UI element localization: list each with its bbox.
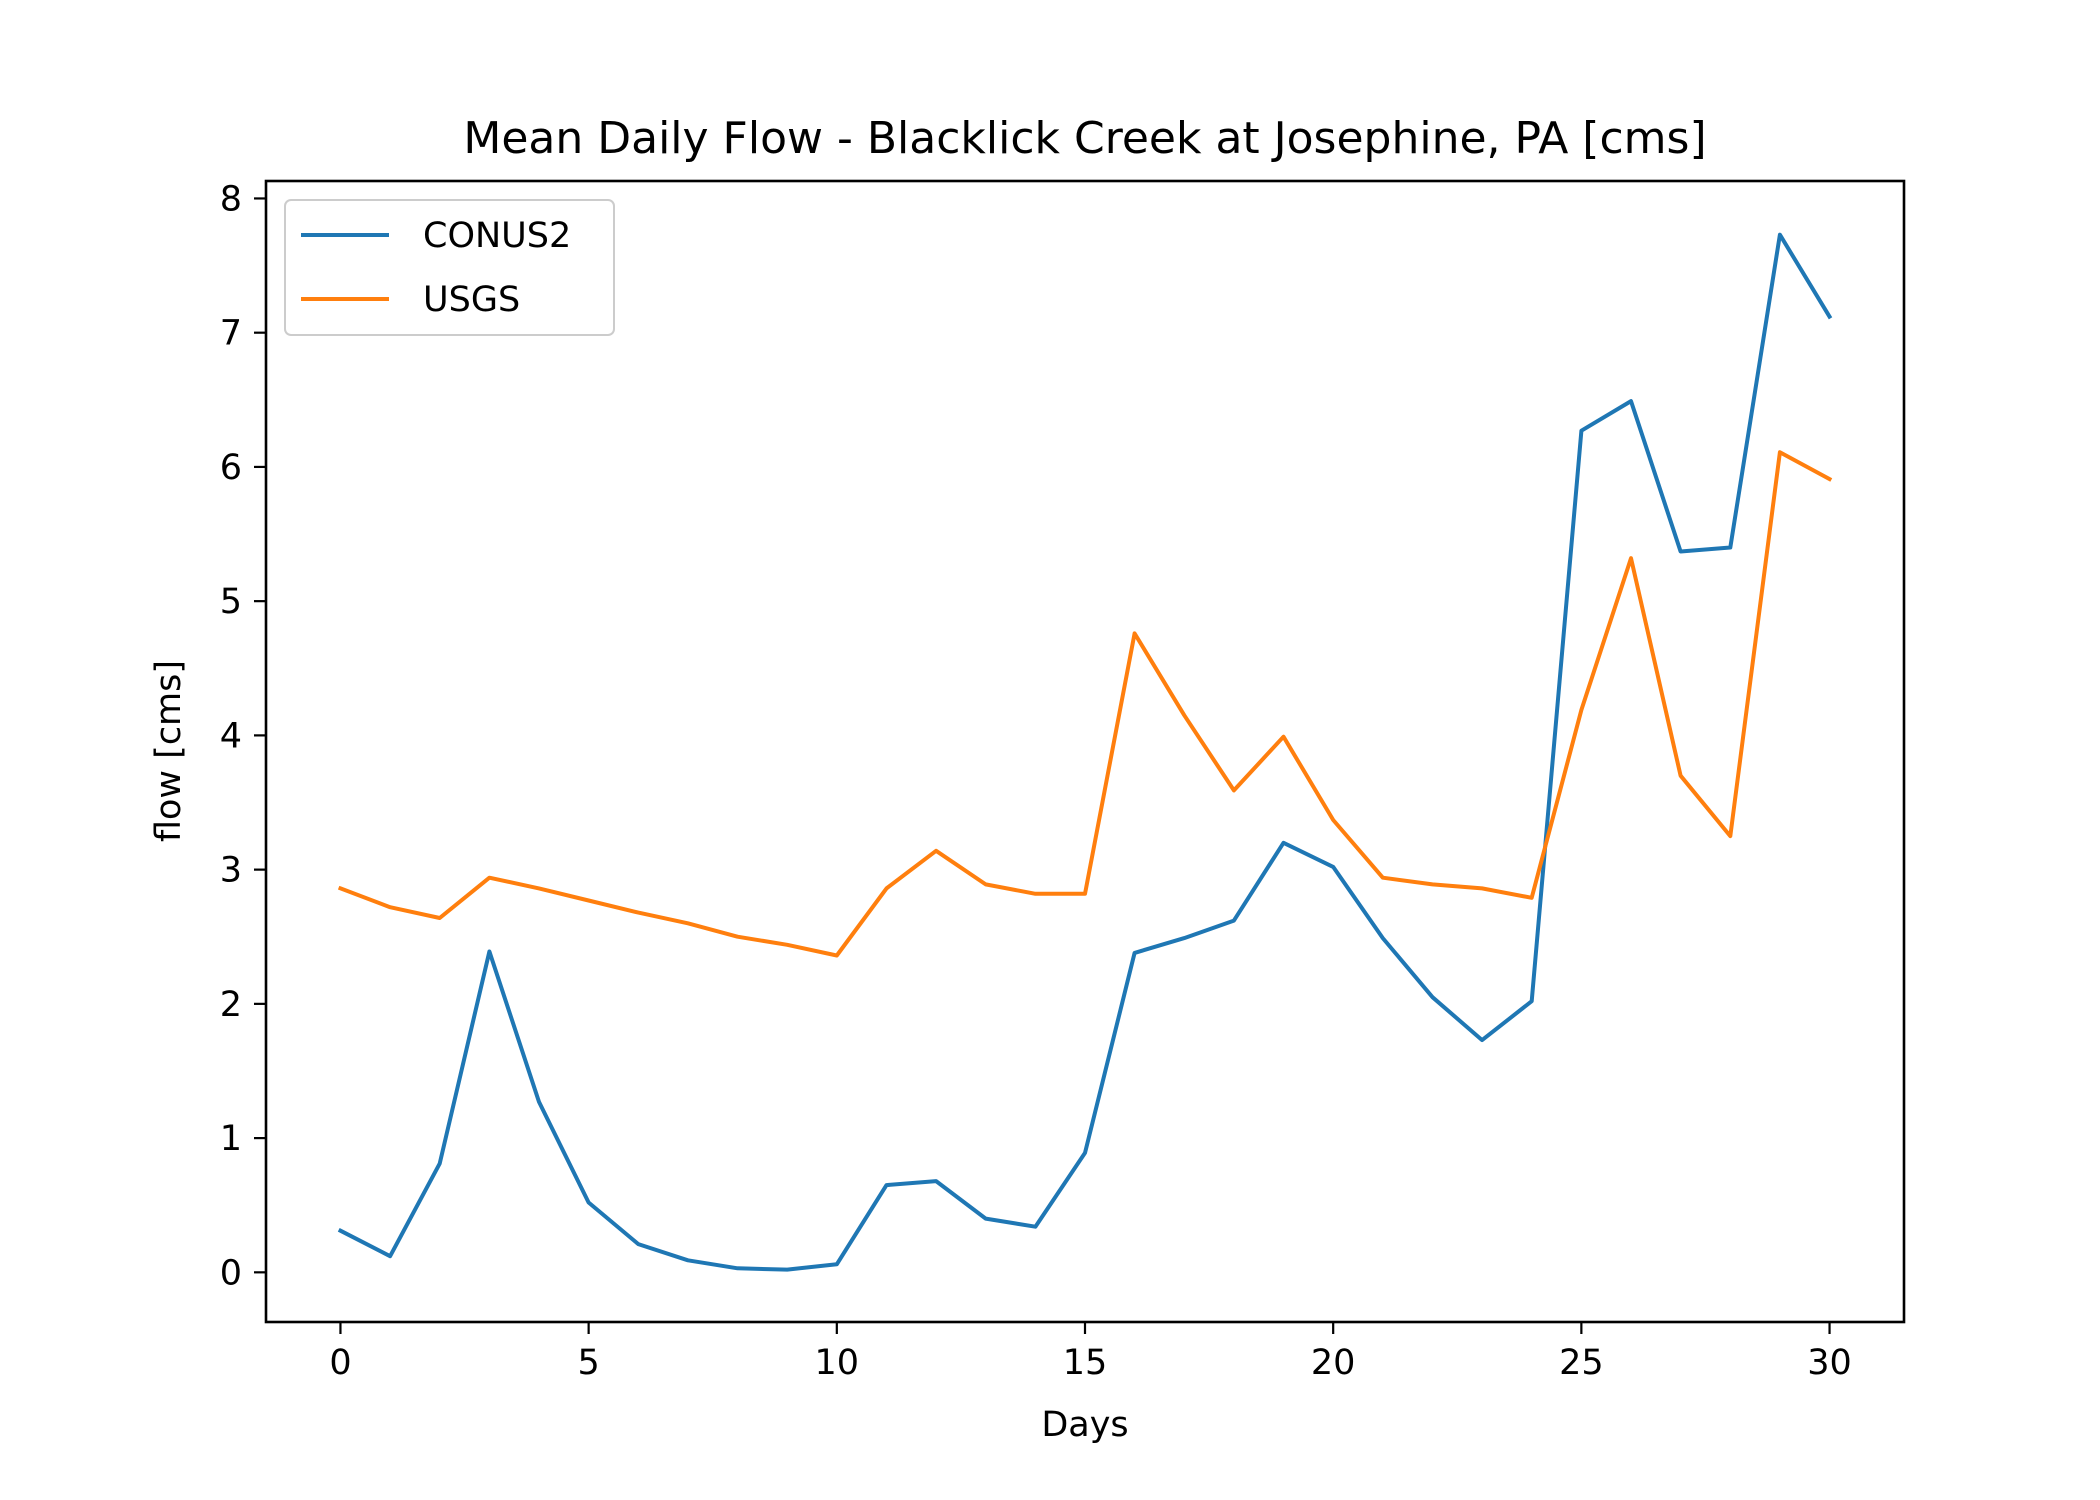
x-tick-label: 20 xyxy=(1311,1343,1356,1383)
x-tick-label: 15 xyxy=(1063,1343,1108,1383)
x-tick-label: 25 xyxy=(1559,1343,1604,1383)
x-tick-label: 5 xyxy=(577,1343,599,1383)
y-tick-label: 5 xyxy=(220,582,242,622)
y-tick-label: 7 xyxy=(220,314,242,354)
y-tick-label: 6 xyxy=(220,448,242,488)
x-tick-label: 10 xyxy=(815,1343,860,1383)
y-tick-label: 3 xyxy=(220,851,242,891)
series-layer xyxy=(337,232,1833,1272)
y-tick-label: 0 xyxy=(220,1253,242,1293)
chart-title: Mean Daily Flow - Blacklick Creek at Jos… xyxy=(463,113,1706,164)
y-tick-label: 4 xyxy=(220,716,242,756)
y-tick-label: 8 xyxy=(220,179,242,219)
x-axis-label: Days xyxy=(1041,1405,1128,1445)
x-tick-label: 30 xyxy=(1807,1343,1852,1383)
y-axis: 0 1 2 3 4 5 6 7 8 xyxy=(220,179,266,1293)
x-tick-label: 0 xyxy=(329,1343,351,1383)
y-tick-label: 1 xyxy=(220,1119,242,1159)
x-axis: 0 5 10 15 20 25 30 xyxy=(329,1322,1852,1383)
y-tick-label: 2 xyxy=(220,985,242,1025)
legend-label-conus2: CONUS2 xyxy=(423,216,571,256)
series-line-conus2 xyxy=(337,232,1833,1272)
legend: CONUS2 USGS xyxy=(284,199,615,336)
y-axis-label: flow [cms] xyxy=(149,660,189,842)
series-line-usgs xyxy=(337,450,1833,958)
legend-label-usgs: USGS xyxy=(423,280,520,320)
